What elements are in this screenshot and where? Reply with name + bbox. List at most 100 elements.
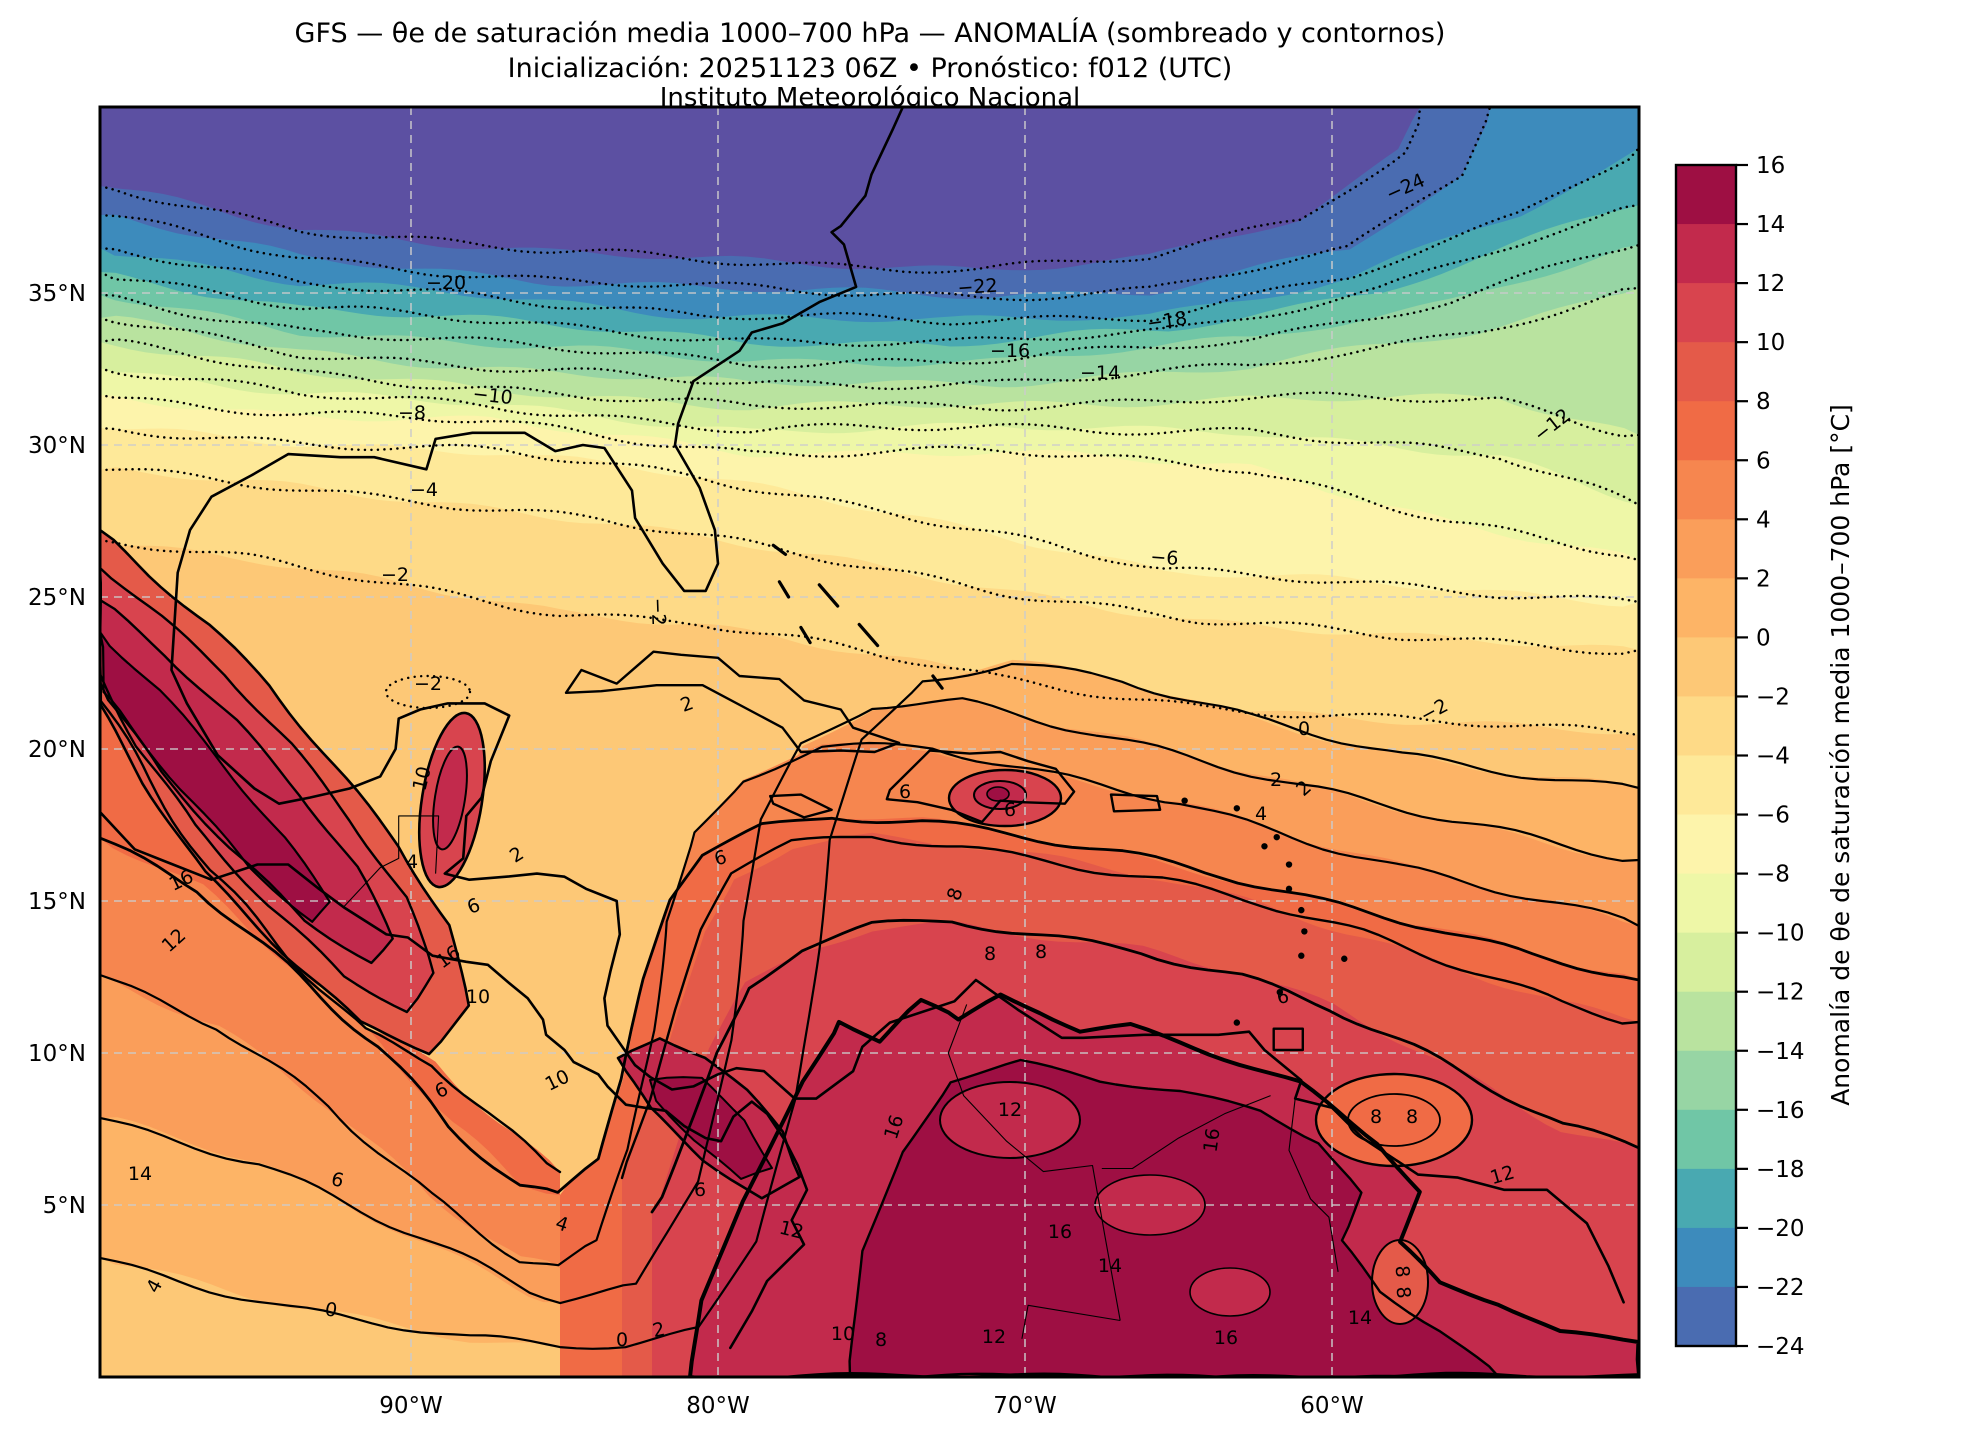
colorbar-band [1676, 1227, 1736, 1288]
contour-label: 6 [1004, 799, 1016, 821]
colorbar-band [1676, 873, 1736, 934]
contour-label: 14 [1098, 1255, 1122, 1277]
contour-label: −10 [472, 383, 514, 409]
colorbar-band [1676, 519, 1736, 579]
contour-label: −14 [1080, 362, 1120, 384]
map-panel: −24−22−20−18−16−14−12−10−8−6−4−2−2−2−200… [98, 105, 1641, 1379]
contour-label: 6 [1275, 985, 1291, 1009]
x-axis-tick-label: 80°W [686, 1393, 750, 1419]
contour-label: 6 [712, 846, 729, 870]
map-clip-area: −24−22−20−18−16−14−12−10−8−6−4−2−2−2−200… [100, 107, 1639, 1377]
colorbar-band [1676, 696, 1736, 757]
contour-label: −2 [647, 597, 670, 626]
colorbar-tick-label: 10 [1756, 330, 1785, 356]
contour-label: 6 [899, 781, 911, 803]
colorbar-band [1676, 932, 1736, 993]
contour-label: 8 [1370, 1106, 1382, 1128]
contour-label: 16 [1048, 1221, 1072, 1243]
colorbar-tick-label: −2 [1756, 684, 1790, 710]
contour-label: −6 [1150, 546, 1179, 570]
axis-labels: 35°N 30°N 25°N 20°N 15°N 10°N 5°N 90°W 80°W 70°W 6… [28, 281, 1364, 1419]
colorbar-band [1676, 755, 1736, 816]
colorbar-band [1676, 460, 1736, 520]
colorbar-band [1676, 224, 1736, 284]
contour-label: 6 [329, 1168, 346, 1192]
colorbar-tick-label: −16 [1756, 1098, 1805, 1124]
contour-label: 6 [694, 1179, 706, 1201]
colorbar-tick-label: 8 [1756, 389, 1771, 415]
colorbar-tick-label: −6 [1756, 803, 1790, 829]
contour-label: 14 [128, 1163, 152, 1185]
x-axis-tick-label: 70°W [993, 1393, 1057, 1419]
contour-label: 0 [1298, 718, 1310, 740]
colorbar-band [1676, 1286, 1736, 1347]
x-axis-tick-label: 90°W [379, 1393, 443, 1419]
colorbar: 16 14 12 10 8 6 4 2 0 −2 −4 −6 −8 −10 −12 −14 −16 −18 −20 −… [1674, 153, 1805, 1360]
colorbar-tick-label: 14 [1756, 212, 1785, 238]
y-axis-tick-label: 35°N [28, 281, 86, 307]
contour-label: 8 [1390, 1264, 1413, 1278]
contour-label: 8 [1035, 941, 1047, 963]
y-axis-tick-label: 25°N [28, 585, 86, 611]
colorbar-band [1676, 991, 1736, 1052]
contour-label: 8 [1391, 1285, 1414, 1299]
colorbar-tick-label: 2 [1756, 566, 1771, 592]
colorbar-band [1676, 1109, 1736, 1170]
y-axis-tick-label: 5°N [43, 1193, 86, 1219]
colorbar-band [1676, 342, 1736, 402]
colorbar-tick-label: −4 [1756, 744, 1790, 770]
colorbar-tick-label: −20 [1756, 1216, 1805, 1242]
colorbar-band [1676, 1050, 1736, 1111]
country-borders [343, 815, 1339, 1339]
colorbar-band [1676, 814, 1736, 875]
contour-label: −20 [426, 272, 466, 294]
contour-label: 0 [616, 1329, 628, 1351]
contour-label: 10 [466, 986, 490, 1008]
contour-label: 0 [323, 1298, 339, 1322]
contour-label: −4 [410, 479, 438, 501]
figure-subtitle: Inicialización: 20251123 06Z • Pronóstic… [508, 53, 1233, 84]
contour-label: 16 [1214, 1327, 1238, 1349]
contour-label: 8 [875, 1329, 887, 1351]
coastlines [100, 107, 1625, 1350]
contour-label: −2 [414, 673, 442, 695]
contour-label: 8 [1406, 1106, 1418, 1128]
contour-label: 16 [1199, 1127, 1224, 1154]
colorbar-tick-label: 12 [1756, 271, 1785, 297]
contour-label: 2 [651, 1318, 667, 1342]
y-axis-tick-label: 15°N [28, 889, 86, 915]
colorbar-band [1676, 283, 1736, 343]
colorbar-band [1676, 578, 1736, 638]
colorbar-tick-label: −10 [1756, 921, 1805, 947]
colorbar-band [1676, 401, 1736, 461]
contour-lines [100, 107, 1639, 1377]
y-axis-tick-label: 30°N [28, 433, 86, 459]
colorbar-band [1676, 637, 1736, 698]
contour-label: −16 [990, 340, 1030, 362]
contour-label: 10 [831, 1323, 855, 1345]
contour-label: −22 [957, 275, 999, 300]
figure-title: GFS — θe de saturación media 1000–700 hP… [295, 17, 1446, 49]
colorbar-tick-label: −22 [1756, 1275, 1805, 1301]
contour-label: 14 [1348, 1307, 1372, 1329]
y-axis-tick-label: 20°N [28, 737, 86, 763]
contour-label: −8 [398, 402, 426, 424]
colorbar-tick-label: −24 [1756, 1334, 1805, 1360]
hot-anomaly-regions [100, 530, 1639, 1377]
y-axis-tick-label: 10°N [28, 1041, 86, 1067]
graticule [100, 107, 1639, 1377]
colorbar-axis-label: Anomalía de θe de saturación media 1000–… [1826, 404, 1855, 1106]
colorbar-band [1676, 165, 1736, 225]
colorbar-tick-label: 4 [1756, 507, 1771, 533]
contour-label: 8 [984, 943, 996, 965]
contour-label: 12 [998, 1099, 1022, 1121]
contour-label: 4 [1255, 803, 1267, 825]
colorbar-tick-label: 16 [1756, 153, 1785, 179]
colorbar-tick-label: −18 [1756, 1157, 1805, 1183]
colorbar-tick-label: −8 [1756, 862, 1790, 888]
x-axis-tick-label: 60°W [1300, 1393, 1364, 1419]
colorbar-tick-label: −12 [1756, 980, 1805, 1006]
contour-label: −2 [381, 564, 409, 586]
